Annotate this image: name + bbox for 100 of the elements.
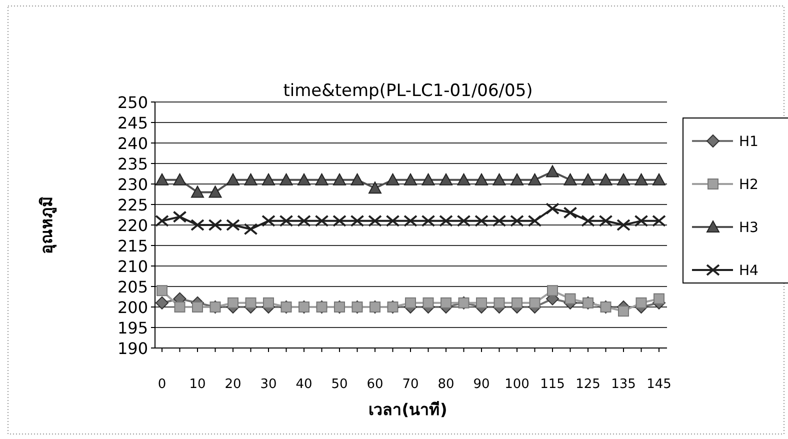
point xyxy=(156,296,168,310)
y-axis-title: อุณหภูมิ xyxy=(37,196,58,254)
point xyxy=(208,219,222,231)
point xyxy=(598,214,613,227)
point xyxy=(440,173,452,186)
point xyxy=(350,173,364,186)
point xyxy=(422,297,434,308)
point xyxy=(440,297,452,308)
y-tick-label: 190 xyxy=(117,339,148,358)
point xyxy=(546,202,560,215)
point xyxy=(208,186,222,198)
point xyxy=(226,173,240,186)
point xyxy=(314,214,329,227)
point xyxy=(618,306,629,317)
point xyxy=(172,210,187,223)
point xyxy=(244,223,258,236)
point xyxy=(564,293,576,304)
point xyxy=(494,297,505,308)
point xyxy=(616,219,630,231)
x-tick-label: 90 xyxy=(473,377,490,392)
point xyxy=(634,173,648,186)
point xyxy=(279,214,294,227)
point xyxy=(528,214,542,227)
point xyxy=(422,173,435,186)
point xyxy=(262,214,276,227)
point xyxy=(315,173,328,186)
point xyxy=(244,173,258,186)
point xyxy=(368,214,382,227)
point xyxy=(174,302,186,312)
point xyxy=(546,165,559,178)
point xyxy=(191,186,204,198)
x-tick-label: 0 xyxy=(158,377,166,392)
x-tick-label: 40 xyxy=(296,377,312,392)
point xyxy=(492,214,506,227)
point xyxy=(510,173,524,186)
point xyxy=(245,297,256,308)
point xyxy=(636,297,647,308)
point xyxy=(263,297,274,308)
point xyxy=(386,214,400,227)
x-tick-label: 135 xyxy=(611,377,636,392)
point xyxy=(510,214,524,227)
x-tick-label: 30 xyxy=(260,377,277,392)
y-tick-label: 195 xyxy=(117,318,148,338)
point xyxy=(475,173,488,186)
point xyxy=(457,173,470,186)
point xyxy=(652,214,666,227)
point xyxy=(599,173,612,186)
point xyxy=(156,285,168,296)
point xyxy=(512,297,522,308)
point xyxy=(280,173,293,186)
x-tick-label: 60 xyxy=(366,377,384,392)
point xyxy=(333,173,346,186)
legend-label: H4 xyxy=(739,263,759,279)
point xyxy=(652,173,666,186)
point xyxy=(582,173,594,186)
point xyxy=(492,173,506,186)
point xyxy=(190,219,204,231)
y-tick-label: 250 xyxy=(117,93,148,112)
point xyxy=(155,214,169,227)
point xyxy=(156,173,168,186)
x-tick-label: 100 xyxy=(504,377,530,392)
x-tick-label: 145 xyxy=(646,377,672,392)
x-tick-label: 10 xyxy=(189,377,206,392)
x-tick-label: 70 xyxy=(402,377,419,392)
legend-label: H3 xyxy=(739,220,758,236)
y-tick-label: 245 xyxy=(117,114,148,132)
point xyxy=(297,214,311,227)
legend-label: H1 xyxy=(739,134,758,150)
y-tick-label: 230 xyxy=(117,175,148,194)
point xyxy=(386,173,400,186)
point xyxy=(350,214,364,227)
point xyxy=(617,173,630,186)
y-tick-label: 225 xyxy=(117,196,148,214)
point xyxy=(581,214,595,227)
point xyxy=(262,173,275,186)
point xyxy=(421,214,436,227)
point xyxy=(456,214,471,227)
y-tick-label: 240 xyxy=(117,134,148,153)
x-tick-label: 115 xyxy=(540,377,565,392)
point xyxy=(547,285,558,296)
point xyxy=(405,297,416,308)
point xyxy=(439,214,453,227)
x-tick-label: 80 xyxy=(438,377,454,392)
legend-label: H2 xyxy=(739,177,758,193)
point xyxy=(634,214,648,227)
point xyxy=(529,297,540,308)
point xyxy=(474,214,488,227)
point xyxy=(476,297,487,308)
point xyxy=(528,173,542,186)
chart-title: time&temp(PL-LC1-01/06/05) xyxy=(283,81,533,101)
point xyxy=(404,173,417,186)
point xyxy=(563,206,578,219)
point xyxy=(173,173,186,186)
y-tick-label: 205 xyxy=(117,278,148,296)
y-tick-label: 200 xyxy=(117,298,148,317)
y-tick-label: 215 xyxy=(117,236,148,256)
x-axis-title: เวลา(นาที) xyxy=(368,400,448,419)
x-tick-label: 20 xyxy=(224,377,242,392)
point xyxy=(368,182,382,194)
point xyxy=(192,302,203,312)
